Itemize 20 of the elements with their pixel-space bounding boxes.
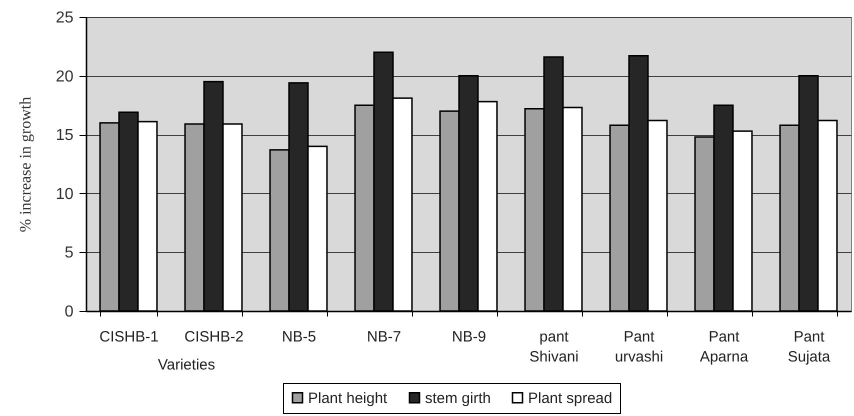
x-tick-label: CISHB-1: [99, 328, 159, 346]
x-tick-label: NB-5: [282, 328, 316, 346]
x-tick-label: CISHB-2: [184, 328, 244, 346]
y-axis-title: % increase in growth: [18, 96, 35, 232]
x-tick-label: Pant Aparna: [700, 328, 749, 366]
y-tick-label: 20: [56, 68, 74, 86]
legend-label: stem girth: [425, 390, 491, 407]
x-axis-title: Varieties: [158, 356, 216, 374]
x-tick-label: pant Shivani: [529, 328, 579, 366]
x-tick-label: Pant urvashi: [614, 328, 664, 366]
x-tick-label: NB-9: [452, 328, 486, 346]
y-tick-label: 5: [64, 244, 74, 262]
y-tick-label: 10: [56, 186, 74, 203]
legend-label: Plant spread: [528, 390, 612, 407]
y-tick-label: 15: [56, 127, 74, 144]
y-tick-label: 25: [56, 10, 74, 26]
y-tick-label: 0: [64, 304, 74, 320]
legend-label: Plant height: [308, 390, 388, 407]
x-tick-label: NB-7: [366, 328, 402, 346]
x-tick-label: Pant Sujata: [788, 328, 831, 366]
